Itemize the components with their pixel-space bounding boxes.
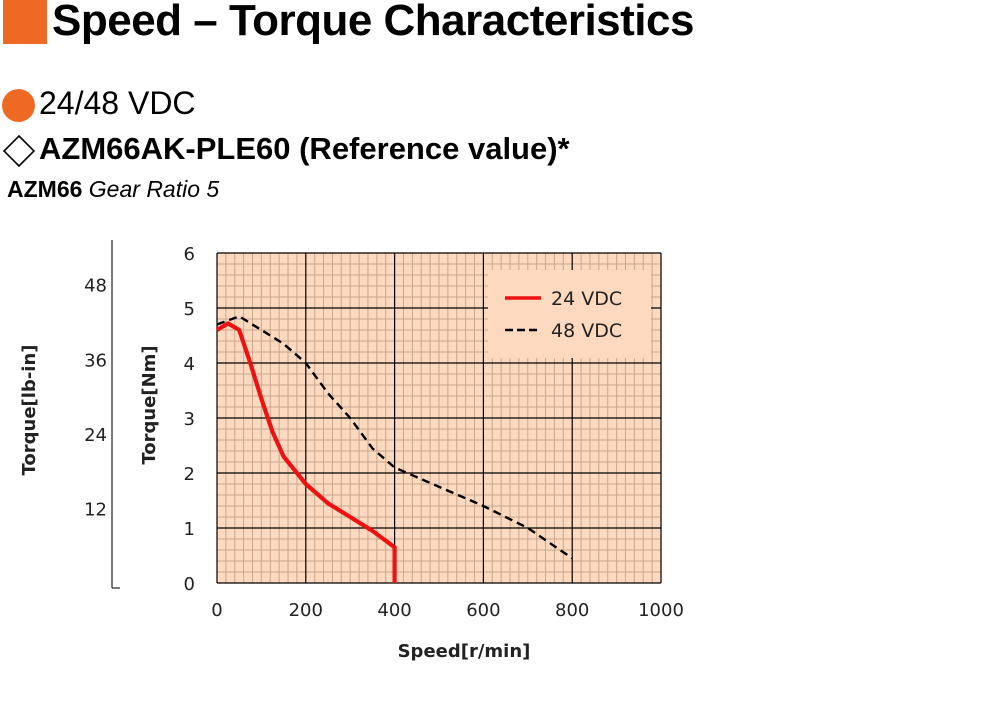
sub-ratio: Gear Ratio 5	[88, 176, 220, 202]
voltage-label: 24/48 VDC	[39, 85, 196, 121]
y2-tick-label: 24	[84, 425, 107, 446]
series-line-2	[216, 315, 573, 560]
sub-model: AZM66	[7, 176, 83, 202]
y-tick-label: 5	[184, 299, 195, 320]
y-tick-label: 2	[184, 464, 195, 485]
x-tick-label: 1000	[638, 600, 684, 621]
x-tick-label: 600	[466, 600, 500, 621]
y-tick-label: 0	[184, 574, 195, 595]
legend-label-1: 24 VDC	[551, 288, 622, 310]
y-tick-label: 4	[184, 354, 195, 375]
x-tick-label: 400	[377, 600, 411, 621]
x-tick-label: 0	[211, 600, 222, 621]
axis-labels: Speed[r/min] Torque[Nm] Torque[lb-in]	[19, 344, 530, 662]
y-tick-label: 6	[184, 244, 195, 265]
diamond-icon	[2, 134, 36, 168]
model-label: AZM66AK-PLE60 (Reference value)*	[39, 131, 570, 166]
sub-heading: AZM66 Gear Ratio 5	[7, 176, 219, 203]
legend-box	[488, 270, 651, 358]
y2-axis-title: Torque[lb-in]	[19, 344, 40, 475]
x-axis-title: Speed[r/min]	[398, 641, 531, 662]
series-lines	[215, 315, 573, 583]
legend: 24 VDC 48 VDC	[488, 270, 651, 358]
y2-tick-label: 48	[84, 276, 107, 297]
title-marker	[3, 0, 47, 44]
x-tick-label: 800	[555, 600, 589, 621]
x-tick-label: 200	[289, 600, 323, 621]
page-title: Speed – Torque Characteristics	[52, 0, 694, 45]
title-marker-square	[3, 0, 47, 44]
voltage-bullet	[2, 89, 35, 122]
series-line-1	[215, 321, 397, 583]
legend-label-2: 48 VDC	[551, 320, 622, 342]
y-tick-label: 3	[184, 409, 195, 430]
y2-tick-label: 12	[84, 499, 107, 520]
y2-tick-label: 36	[84, 350, 107, 371]
y-tick-label: 1	[184, 519, 195, 540]
y-axis-title: Torque[Nm]	[139, 345, 160, 464]
